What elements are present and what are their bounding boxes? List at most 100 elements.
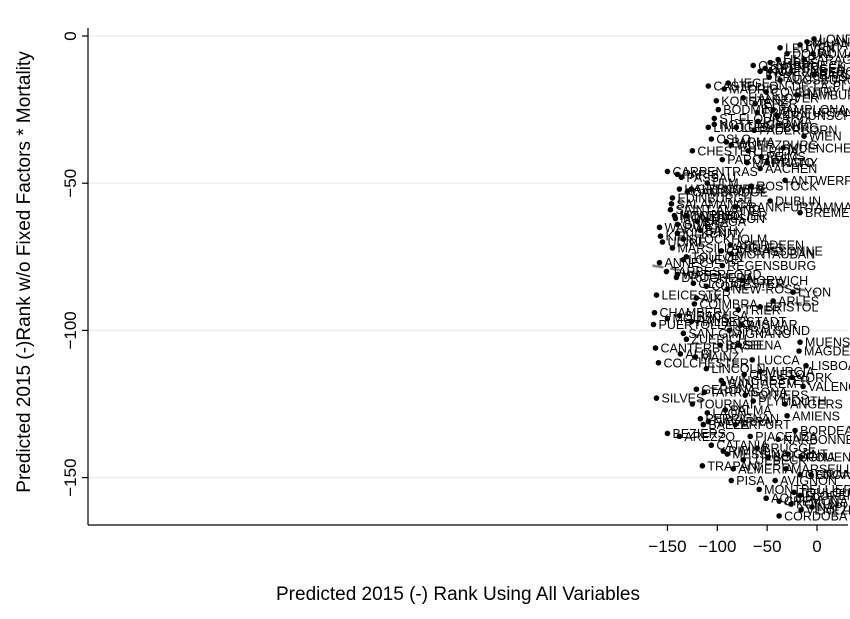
point-label: POITIERS (750, 389, 808, 403)
point-label: BOLOGNA (773, 450, 835, 464)
point-label: GRENOBLE (696, 183, 765, 197)
data-point-group: ANGERS (782, 398, 843, 412)
data-point-group: HANNOVER (740, 91, 819, 105)
point-label: CHESTER (697, 144, 757, 158)
data-point-group: ST-FLOUR (711, 112, 781, 126)
data-point (810, 50, 816, 57)
point-label: RIMINI (728, 445, 767, 459)
data-point (691, 301, 698, 307)
point-label: BRUGGE (762, 442, 816, 456)
point-label: PAMPLONA (778, 103, 847, 117)
data-point-group: FLORENCE (797, 489, 850, 503)
data-point (693, 295, 700, 301)
data-point (727, 242, 734, 248)
point-label: LOUEVE (688, 253, 739, 267)
data-point (663, 268, 670, 275)
data-point (674, 230, 681, 237)
x-tick-label: −100 (698, 537, 736, 556)
point-label: AVIGNON (780, 474, 837, 488)
data-point (790, 289, 796, 295)
data-point-group: REIMS (758, 150, 806, 164)
point-label: LUENEBURG (741, 121, 819, 135)
data-point (776, 498, 782, 504)
data-point (763, 495, 769, 502)
data-point-group: BOLOGNA (765, 450, 836, 464)
data-point (690, 280, 697, 287)
point-label: NUERNBERG (775, 65, 850, 79)
data-point (728, 251, 735, 257)
data-point-group: GRANADA (808, 468, 850, 482)
data-point (689, 148, 696, 154)
point-label: GENOA (805, 468, 850, 482)
point-label: AMIENS (792, 409, 840, 423)
y-tick-label: −100 (61, 311, 80, 349)
data-point (749, 357, 755, 363)
point-label: VALENCIA (808, 380, 850, 394)
data-point-group: LILLE (775, 53, 816, 67)
point-label: PIACENZA (755, 430, 818, 444)
data-point-group: NARBONNE (775, 433, 850, 447)
point-label: VENEZIA (806, 503, 850, 517)
data-point-group: SAN-GIMIGNANO (680, 327, 791, 341)
x-axis-title: Predicted 2015 (-) Rank Using All Variab… (276, 584, 640, 605)
point-label: PADERBORN (759, 124, 837, 138)
data-point-group: TOULOUSE (791, 486, 850, 500)
data-point-group: MAGDEBURG (796, 345, 850, 359)
data-point (738, 321, 745, 328)
data-point (680, 256, 687, 263)
point-label: INCA (765, 65, 796, 79)
data-point-group: PARMA (723, 135, 775, 149)
data-point-group: TARRAGONA (701, 386, 788, 400)
data-point-group: LYON (790, 286, 831, 300)
data-point (653, 292, 660, 298)
data-point-group: MOULINS (664, 312, 729, 326)
data-point-group: BRUXELLES (766, 71, 848, 85)
data-point (765, 454, 771, 460)
data-point (651, 309, 658, 316)
data-point (693, 386, 700, 393)
point-label: NEW-ROSS (732, 283, 801, 297)
data-point-group: FRANKFURTANDERODER (754, 106, 850, 120)
data-point (704, 180, 711, 186)
point-label: AUGSBURG (785, 74, 850, 88)
data-point (692, 354, 699, 360)
point-label: MOULINS (672, 312, 729, 326)
point-label: MARSEILLE (791, 462, 850, 476)
point-label: LUCCA (757, 353, 800, 367)
data-point-group: ERFURT (732, 418, 791, 432)
point-label: BEZIERS (672, 427, 726, 441)
point-label: COLCHESTER (663, 356, 748, 370)
data-point-group: LUCCA (749, 353, 800, 367)
data-point (792, 427, 798, 434)
data-point (683, 212, 690, 219)
point-label: PASSAU (686, 171, 736, 185)
point-label: DROGHEDA (681, 271, 754, 285)
data-point (722, 407, 729, 413)
data-point (676, 186, 683, 192)
axes: −150 −100 −50 0 0 −50 −100 −150 (61, 28, 848, 556)
point-label: LIEGE (733, 77, 770, 91)
data-point (811, 36, 817, 42)
data-point-group: DROGHEDA (673, 271, 754, 285)
data-point-group: PASSAU (678, 171, 736, 185)
data-point-group: LIEGE (725, 77, 770, 91)
data-point-group: COVENTRY (763, 85, 841, 99)
data-point (719, 262, 726, 269)
data-point (684, 189, 691, 195)
point-label: FRANKFURTANDERODER (762, 106, 850, 120)
data-point (656, 224, 663, 231)
data-point (750, 62, 756, 69)
data-point-group: GIVET (674, 218, 720, 232)
data-point (804, 39, 810, 45)
point-label: KONSTANZ (721, 94, 788, 108)
data-point-group: GENOA (797, 468, 850, 482)
data-point (650, 321, 657, 328)
data-point-group: CHESTER (689, 144, 757, 158)
data-point (730, 465, 737, 472)
data-point (752, 100, 758, 107)
x-tick-label: 0 (812, 537, 821, 556)
data-point (750, 398, 756, 404)
data-point-group: LOUEVE (680, 253, 739, 267)
point-label: CAMBRIDGE (692, 186, 768, 200)
